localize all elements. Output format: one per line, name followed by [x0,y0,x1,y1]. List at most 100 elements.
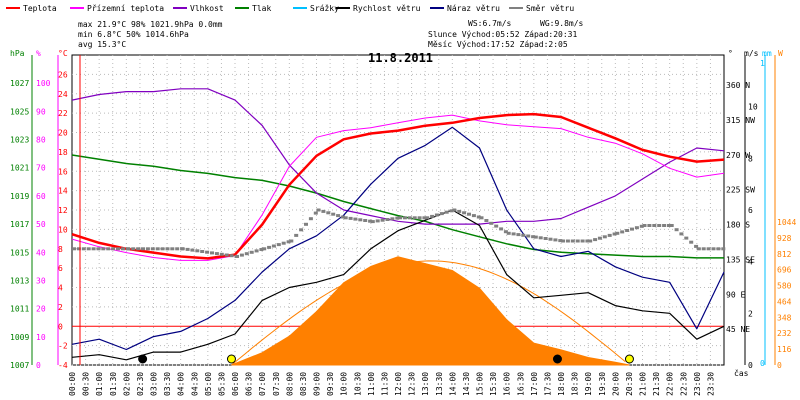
y-tick-rain: 1 [760,59,765,68]
y-tick-hpa: 1025 [10,107,29,116]
x-tick-label: 14:00 [448,372,457,396]
legend-label: Srážky [310,4,339,13]
y-tick-solar: 696 [777,266,792,275]
wind-direction-point [239,253,244,257]
axis-unit-rain: mm [762,49,772,58]
chart-title: 11.8.2011 [368,51,433,65]
x-tick-label: 10:30 [353,372,362,396]
wind-direction-point [630,227,634,231]
wind-direction-point [467,212,471,216]
stats-row-avg: avg 15.3°C [78,40,126,49]
y-tick-dir: 90 E [726,290,745,299]
sun-moon-marker [138,354,148,364]
x-tick-label: 05:00 [204,372,213,396]
wind-direction-point [652,224,657,227]
solar-area [231,256,630,366]
y-tick-hpa: 1021 [10,164,29,173]
wind-direction-point [402,216,407,220]
y-tick-dir: 180 S [726,221,750,230]
wind-direction-point [669,224,674,227]
y-tick-wind: 4 [748,258,753,267]
wind-direction-point [489,221,494,225]
x-tick-label: 08:00 [285,372,294,396]
sun-moon-marker [226,354,236,364]
x-tick-label: 23:30 [706,372,715,396]
info-layer: max 21.9°C 98% 1021.9hPa 0.0mm min 6.8°C… [78,19,749,378]
wind-direction-point [434,213,439,217]
x-tick-label: 07:00 [258,372,267,396]
wind-direction-point [267,245,272,249]
y-tick-solar: 232 [777,329,792,338]
wind-direction-point [588,239,593,243]
wind-direction-point [425,216,430,220]
series-line [71,114,725,261]
wind-direction-point [430,214,435,218]
y-tick-pct: 30 [36,276,46,285]
x-tick-label: 10:00 [340,372,349,396]
wind-direction-point [694,244,699,248]
wind-direction-point [634,226,639,230]
wind-direction-point [647,224,652,227]
wind-direction-point [235,255,239,258]
wind-direction-point [304,222,308,226]
wind-direction-point [679,232,684,236]
x-tick-label: 19:00 [584,372,593,396]
sun-times: Slunce Východ:05:52 Západ:20:31 [428,30,577,39]
y-tick-hpa: 1009 [10,333,29,342]
wind-direction-point [281,241,286,245]
y-tick-wind: 6 [748,206,753,215]
y-tick-solar: 928 [777,234,792,243]
axis-unit-hpa: hPa [10,49,25,58]
series-line [71,112,725,260]
wind-direction-point [375,219,380,223]
wind-direction-point [254,249,259,253]
y-tick-temp: 22 [58,109,68,118]
y-tick-hpa: 1027 [10,79,29,88]
wind-direction-point [457,209,462,213]
wind-direction-point [684,236,689,240]
wind-direction-point [185,247,190,251]
wind-direction-point [452,208,457,212]
wind-direction-point [340,215,345,219]
wind-direction-point [696,247,701,251]
x-tick-label: 16:30 [516,372,525,396]
wind-direction-point [462,211,467,215]
x-tick-label: 01:30 [109,372,118,396]
wind-direction-point [602,235,607,239]
wind-direction-point [91,247,96,251]
wind-direction-point [716,247,721,251]
wind-direction-point [358,218,363,222]
wind-direction-point [331,212,336,216]
wind-direction-point [484,219,489,222]
y-tick-solar: 812 [777,250,792,259]
wind-direction-point [244,252,249,256]
wind-direction-point [326,211,331,215]
wind-direction-point [145,247,150,251]
legend-label: Tlak [252,4,271,13]
y-tick-temp: -2 [58,342,68,351]
wind-direction-point [214,252,219,256]
y-tick-temp: 12 [58,206,68,215]
y-tick-dir: 360 N [726,81,750,90]
wind-direction-point [548,237,553,241]
y-tick-temp: 4 [58,284,63,293]
wind-direction-point [96,247,101,251]
y-tick-pct: 0 [36,361,41,370]
wind-direction-point [494,224,499,228]
wind-direction-point [526,234,531,238]
y-tick-solar: 116 [777,345,792,354]
wind-direction-point [348,216,353,220]
wind-direction-point [363,219,368,222]
wind-direction-point [126,247,131,251]
wind-direction-point [276,243,281,247]
y-tick-temp: 2 [58,303,63,312]
x-tick-label: 13:30 [435,372,444,396]
wind-direction-point [620,230,625,234]
wind-direction-point [666,224,671,227]
wind-direction-point [170,247,175,251]
wind-direction-point [353,217,358,221]
wind-direction-point [558,239,563,243]
axis-unit-dir: ° [728,49,733,58]
